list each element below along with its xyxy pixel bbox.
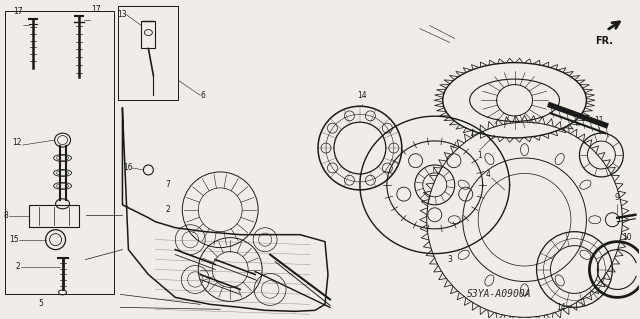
Text: 17: 17 (13, 7, 22, 16)
Text: 4: 4 (485, 170, 490, 179)
Text: 1: 1 (477, 151, 482, 160)
Text: S3YA-A0900A: S3YA-A0900A (467, 289, 532, 300)
Text: 3: 3 (447, 255, 452, 264)
Text: 11: 11 (595, 116, 604, 125)
Text: 10: 10 (622, 233, 632, 242)
Bar (29, 205, 79, 227)
Text: 12: 12 (13, 137, 22, 146)
Text: 2: 2 (165, 205, 170, 214)
Bar (141, 21, 156, 48)
Text: 2: 2 (16, 262, 20, 271)
Text: FR.: FR. (595, 35, 613, 46)
Text: 9: 9 (615, 193, 620, 202)
Text: 6: 6 (200, 91, 205, 100)
Text: 15: 15 (9, 235, 19, 244)
Bar (118, 6, 179, 100)
Text: 5: 5 (38, 299, 43, 308)
Text: 16: 16 (123, 163, 132, 173)
Text: 14: 14 (557, 303, 566, 312)
Bar (4, 11, 115, 294)
Text: 14: 14 (357, 91, 367, 100)
Text: 17: 17 (92, 5, 101, 14)
Text: 13: 13 (116, 10, 127, 19)
Text: 8: 8 (4, 211, 9, 220)
Text: 7: 7 (165, 180, 170, 189)
